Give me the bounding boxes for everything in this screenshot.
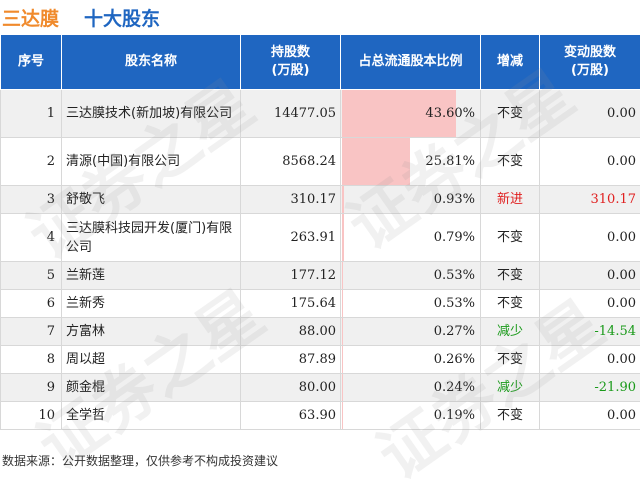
row-index: 4 (1, 214, 62, 262)
percentage-cell: 0.19% (341, 402, 481, 430)
change-shares: 0.00 (540, 402, 640, 430)
row-index: 7 (1, 318, 62, 346)
percentage-value: 0.24% (341, 378, 480, 397)
header-change-shares: 变动股数 (万股) (540, 35, 640, 90)
shareholder-name: 方富林 (62, 318, 241, 346)
shareholder-name: 周以超 (62, 346, 241, 374)
change-type: 减少 (481, 318, 540, 346)
row-index: 9 (1, 374, 62, 402)
shares-held: 177.12 (241, 262, 341, 290)
shares-held: 175.64 (241, 290, 341, 318)
change-shares: 0.00 (540, 138, 640, 186)
row-index: 3 (1, 186, 62, 214)
percentage-cell: 25.81% (341, 138, 481, 186)
percentage-value: 0.27% (341, 322, 480, 341)
company-name: 三达膜 (2, 4, 59, 31)
row-index: 6 (1, 290, 62, 318)
shares-held: 14477.05 (241, 90, 341, 138)
change-type: 不变 (481, 290, 540, 318)
percentage-value: 43.60% (341, 104, 480, 123)
change-type: 新进 (481, 186, 540, 214)
percentage-value: 0.26% (341, 350, 480, 369)
percentage-cell: 0.26% (341, 346, 481, 374)
row-index: 5 (1, 262, 62, 290)
shares-held: 310.17 (241, 186, 341, 214)
change-shares: 0.00 (540, 90, 640, 138)
change-type: 不变 (481, 346, 540, 374)
row-index: 1 (1, 90, 62, 138)
shares-held: 63.90 (241, 402, 341, 430)
header-index: 序号 (1, 35, 62, 90)
shareholder-name: 兰新莲 (62, 262, 241, 290)
change-type: 减少 (481, 374, 540, 402)
shareholder-name: 三达膜技术(新加坡)有限公司 (62, 90, 241, 138)
data-source-footer: 数据来源：公开数据整理，仅供参考不构成投资建议 (2, 452, 278, 469)
shares-held: 263.91 (241, 214, 341, 262)
change-shares: 0.00 (540, 346, 640, 374)
shareholder-name: 清源(中国)有限公司 (62, 138, 241, 186)
header-percentage: 占总流通股本比例 (341, 35, 481, 90)
percentage-cell: 0.53% (341, 290, 481, 318)
change-shares: 0.00 (540, 214, 640, 262)
shareholder-name: 兰新秀 (62, 290, 241, 318)
shareholder-name: 三达膜科技园开发(厦门)有限公司 (62, 214, 241, 262)
title-bar: 三达膜 十大股东 (0, 0, 640, 34)
change-shares: 0.00 (540, 262, 640, 290)
percentage-cell: 0.79% (341, 214, 481, 262)
change-type: 不变 (481, 262, 540, 290)
shareholder-name: 舒敬飞 (62, 186, 241, 214)
shareholder-name: 全学哲 (62, 402, 241, 430)
change-type: 不变 (481, 138, 540, 186)
percentage-value: 0.19% (341, 406, 480, 425)
percentage-cell: 0.24% (341, 374, 481, 402)
shares-held: 80.00 (241, 374, 341, 402)
change-type: 不变 (481, 214, 540, 262)
percentage-value: 25.81% (341, 152, 480, 171)
percentage-value: 0.93% (341, 190, 480, 209)
row-index: 2 (1, 138, 62, 186)
percentage-value: 0.53% (341, 294, 480, 313)
percentage-value: 0.79% (341, 228, 480, 247)
change-shares: -14.54 (540, 318, 640, 346)
header-change-type: 增减 (481, 35, 540, 90)
change-shares: 310.17 (540, 186, 640, 214)
change-type: 不变 (481, 402, 540, 430)
percentage-cell: 0.53% (341, 262, 481, 290)
percentage-cell: 43.60% (341, 90, 481, 138)
top-ten-shareholders-table: 序号 股东名称 持股数 (万股) 占总流通股本比例 增减 变动股数 (万股) 1… (0, 34, 640, 430)
change-type: 不变 (481, 90, 540, 138)
percentage-value: 0.53% (341, 266, 480, 285)
header-shares: 持股数 (万股) (241, 35, 341, 90)
shares-held: 8568.24 (241, 138, 341, 186)
row-index: 8 (1, 346, 62, 374)
header-name: 股东名称 (62, 35, 241, 90)
row-index: 10 (1, 402, 62, 430)
percentage-cell: 0.93% (341, 186, 481, 214)
shares-held: 88.00 (241, 318, 341, 346)
percentage-cell: 0.27% (341, 318, 481, 346)
shareholder-name: 颜金棍 (62, 374, 241, 402)
table-header-row: 序号 股东名称 持股数 (万股) 占总流通股本比例 增减 变动股数 (万股) (1, 35, 640, 90)
section-title: 十大股东 (84, 4, 160, 31)
change-shares: -21.90 (540, 374, 640, 402)
change-shares: 0.00 (540, 290, 640, 318)
shares-held: 87.89 (241, 346, 341, 374)
